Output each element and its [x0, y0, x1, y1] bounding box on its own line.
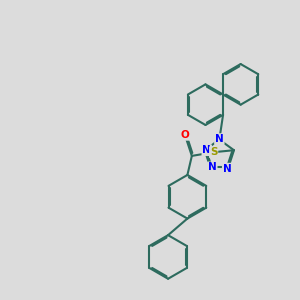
Text: N: N [223, 164, 232, 174]
Text: N: N [215, 134, 224, 144]
Text: N: N [202, 145, 211, 155]
Text: O: O [181, 130, 189, 140]
Text: N: N [208, 162, 217, 172]
Text: S: S [210, 147, 218, 157]
